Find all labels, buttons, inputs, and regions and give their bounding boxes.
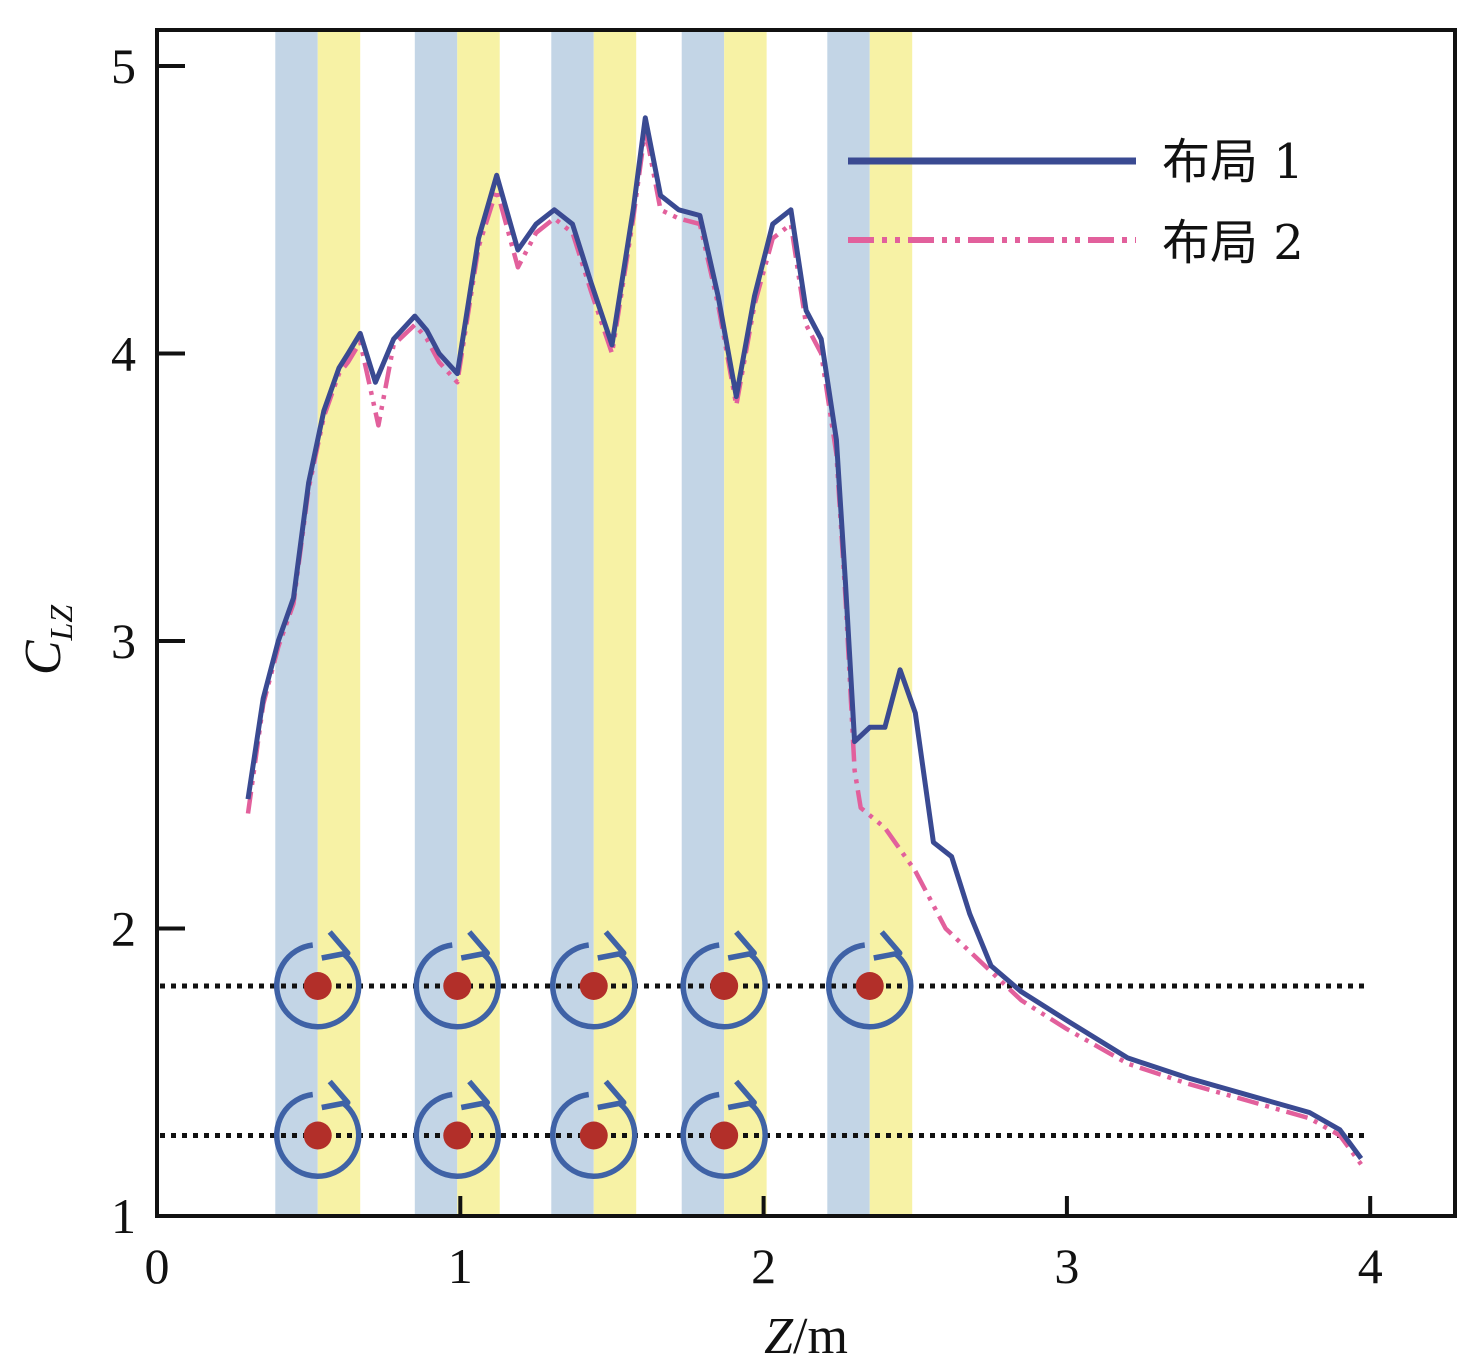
shaded-band-7 xyxy=(681,30,725,1216)
x-tick-label-2: 2 xyxy=(751,1238,776,1294)
legend: 布局 1 布局 2 xyxy=(848,134,1304,271)
rotation-arrowhead xyxy=(727,930,757,961)
x-axis-title: Z/m xyxy=(764,1308,848,1364)
cylinder-dot xyxy=(303,1121,332,1150)
rotation-arc xyxy=(274,1091,362,1179)
data-series xyxy=(245,115,1364,1166)
x-tick-label-3: 3 xyxy=(1054,1238,1079,1294)
cylinder-dot xyxy=(443,972,472,1000)
legend-label-series-1: 布局 1 xyxy=(1162,134,1304,190)
rotation-arc xyxy=(550,1091,638,1179)
shaded-band-2 xyxy=(317,30,361,1216)
y-tick-label-2: 2 xyxy=(111,901,136,957)
y-tick-label-5: 5 xyxy=(111,38,136,94)
y-tick-label-1: 1 xyxy=(111,1188,136,1244)
rotor-marker-4 xyxy=(680,930,768,1030)
series-line-2 xyxy=(245,127,1363,1166)
series-line-1 xyxy=(245,115,1364,1160)
x-tick-label-0: 0 xyxy=(145,1238,170,1294)
rotation-arc xyxy=(550,942,638,1030)
rotor-marker-1 xyxy=(274,930,362,1030)
cylinder-dot xyxy=(579,1121,608,1150)
rotation-arrowhead xyxy=(727,1079,757,1111)
cylinder-dot xyxy=(855,972,884,1000)
y-axis-title: CLZ xyxy=(15,604,79,675)
rotor-markers xyxy=(274,930,914,1179)
rotor-marker-8 xyxy=(550,1079,638,1179)
rotation-arrowhead xyxy=(873,930,903,961)
rotor-marker-7 xyxy=(413,1079,502,1179)
x-axis-title-unit: /m xyxy=(793,1308,848,1364)
rotation-arrowhead xyxy=(321,930,351,961)
shaded-band-4 xyxy=(457,30,500,1216)
cylinder-dot xyxy=(303,972,332,1000)
shaded-bands xyxy=(275,30,913,1216)
y-axis-title-main: C xyxy=(15,639,72,675)
rotor-marker-9 xyxy=(680,1079,768,1179)
y-tick-label-3: 3 xyxy=(111,613,136,669)
shaded-band-8 xyxy=(724,30,767,1216)
rotation-arc xyxy=(413,1091,502,1179)
rotation-arc xyxy=(274,942,362,1030)
rotation-arc xyxy=(680,1091,768,1179)
x-tick-label-1: 1 xyxy=(448,1238,473,1294)
rotation-arc xyxy=(680,942,768,1030)
rotation-arrowhead xyxy=(597,930,627,961)
rotor-marker-2 xyxy=(413,930,502,1030)
rotation-arrowhead xyxy=(321,1079,351,1111)
y-axis-title-sub: LZ xyxy=(43,604,79,642)
rotor-marker-3 xyxy=(550,930,638,1030)
x-tick-label-4: 4 xyxy=(1358,1238,1383,1294)
rotation-arc xyxy=(413,942,502,1030)
shaded-band-3 xyxy=(414,30,458,1216)
cylinder-dot xyxy=(710,1121,739,1150)
shaded-band-5 xyxy=(551,30,594,1216)
rotor-marker-5 xyxy=(826,930,914,1030)
rotation-arc xyxy=(826,942,914,1030)
rotation-arrowhead xyxy=(460,930,491,961)
plot-frame xyxy=(155,28,1457,1218)
rotor-marker-6 xyxy=(274,1079,362,1179)
shaded-band-10 xyxy=(869,30,913,1216)
shaded-band-1 xyxy=(275,30,318,1216)
cylinder-dot xyxy=(579,972,608,1000)
rotation-arrowhead xyxy=(597,1079,627,1111)
legend-label-series-2: 布局 2 xyxy=(1162,215,1304,271)
y-tick-label-4: 4 xyxy=(111,326,136,382)
x-axis-title-main: Z xyxy=(764,1308,794,1364)
rotation-arrowhead xyxy=(460,1079,491,1111)
cylinder-dot xyxy=(710,972,739,1000)
shaded-band-6 xyxy=(593,30,637,1216)
cylinder-dot xyxy=(443,1121,472,1150)
